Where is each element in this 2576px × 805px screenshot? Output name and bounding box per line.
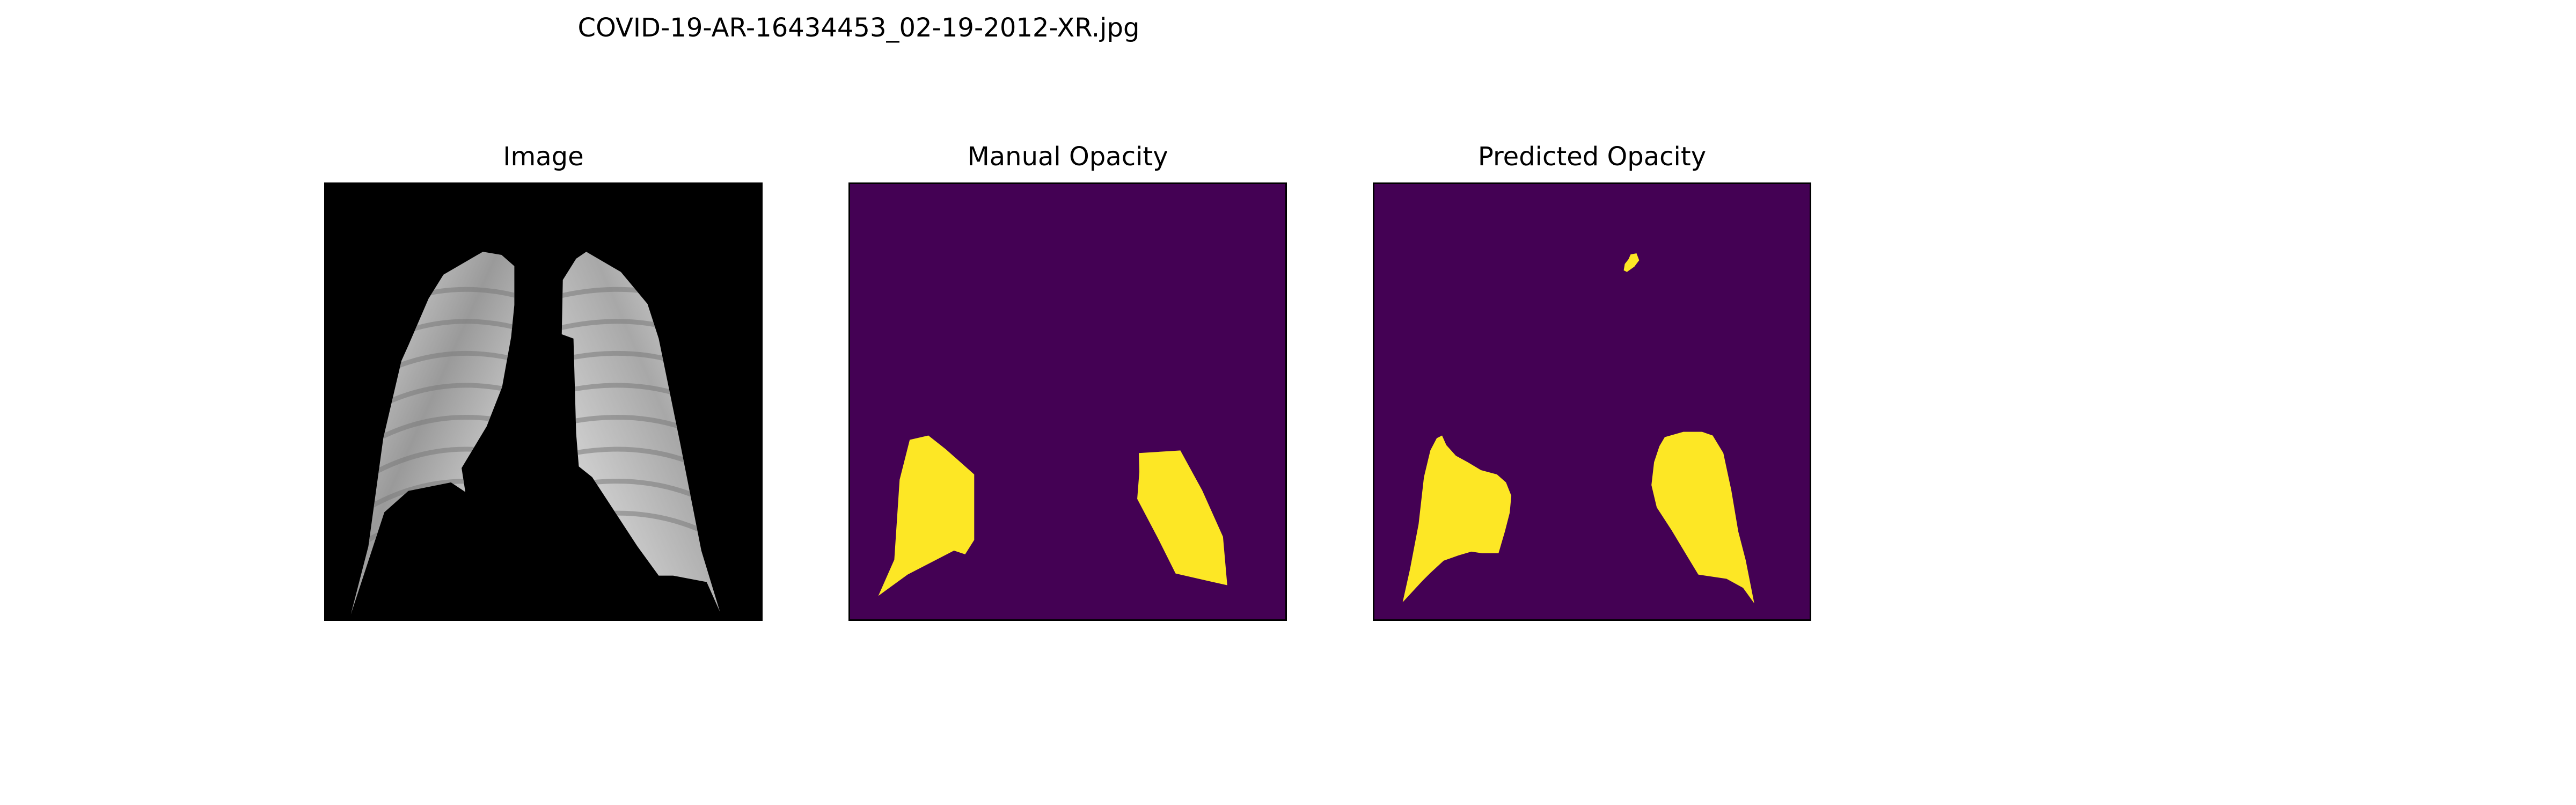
panel-title-manual: Manual Opacity — [967, 142, 1168, 172]
manual-opacity-mask — [848, 182, 1287, 621]
predicted-opacity-mask — [1373, 182, 1811, 621]
predicted-mask-svg — [1374, 184, 1810, 619]
panel-manual-opacity: Manual Opacity — [848, 142, 1287, 621]
manual-mask-svg — [850, 184, 1285, 619]
xray-image — [324, 182, 763, 621]
manual-opacity-region-right — [1137, 450, 1227, 586]
predicted-opacity-region-left — [1402, 435, 1512, 603]
figure-title: COVID-19-AR-16434453_02-19-2012-XR.jpg — [577, 13, 1140, 43]
panel-predicted-opacity: Predicted Opacity — [1373, 142, 1811, 621]
predicted-opacity-region-right — [1651, 431, 1754, 604]
xray-svg — [326, 184, 761, 619]
panel-title-image: Image — [503, 142, 584, 172]
panel-image: Image — [324, 142, 763, 621]
panel-title-predicted: Predicted Opacity — [1477, 142, 1707, 172]
manual-opacity-region-left — [878, 435, 975, 596]
predicted-opacity-region-top — [1623, 253, 1640, 272]
